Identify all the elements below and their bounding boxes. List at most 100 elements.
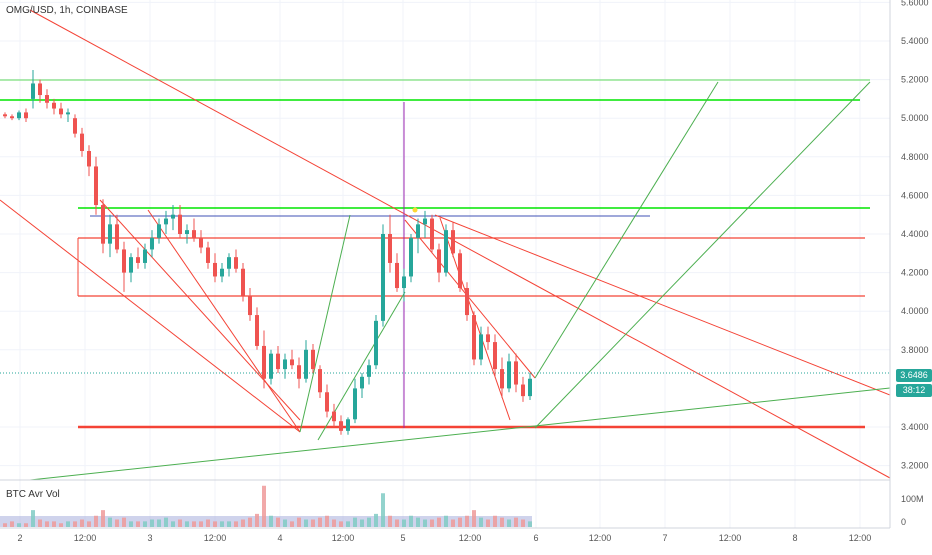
candle-body	[24, 112, 28, 119]
candle-body	[122, 249, 126, 273]
downtrend-line	[434, 214, 891, 396]
candle-body	[367, 365, 371, 377]
volume-series	[0, 485, 532, 527]
volume-tick-label: 0	[901, 517, 906, 527]
candle-body	[192, 230, 196, 238]
candle-body	[423, 218, 427, 225]
candle-body	[171, 214, 175, 219]
candle-body	[213, 262, 217, 277]
candle-body	[346, 419, 350, 431]
candle-body	[185, 230, 189, 234]
candle-body	[115, 224, 119, 250]
candle-body	[3, 114, 7, 117]
volume-bar	[444, 515, 448, 527]
candle-body	[66, 112, 70, 115]
volume-bar	[185, 521, 189, 527]
x-tick-label: 12:00	[332, 533, 355, 543]
candle-body	[10, 116, 14, 119]
volume-bar	[304, 519, 308, 527]
volume-bar	[171, 521, 175, 527]
x-tick-label: 4	[277, 533, 282, 543]
channel-line	[0, 199, 301, 433]
volume-bar	[220, 521, 224, 527]
volume-bar	[3, 523, 7, 527]
current-price-badge: 3.6486	[896, 369, 932, 382]
candle-body	[409, 237, 413, 277]
volume-bar	[430, 519, 434, 527]
candle-body	[325, 392, 329, 412]
volume-bar	[395, 519, 399, 527]
y-tick-label: 4.4000	[901, 229, 929, 239]
candle-body	[451, 230, 455, 254]
candle-body	[94, 166, 98, 206]
volume-bar	[283, 519, 287, 527]
candle-body	[206, 247, 210, 263]
candle-body	[486, 334, 490, 343]
candle-body	[437, 249, 441, 273]
y-tick-label: 3.8000	[901, 345, 929, 355]
volume-bar	[192, 521, 196, 527]
candle-body	[514, 361, 518, 385]
candle-body	[332, 411, 336, 422]
volume-bar	[66, 521, 70, 527]
volume-bar	[45, 521, 49, 527]
volume-bar	[346, 521, 350, 527]
candle-body	[479, 334, 483, 360]
candle-body	[52, 102, 56, 109]
candle-body	[80, 133, 84, 152]
projection-line	[534, 81, 871, 429]
volume-bar	[234, 521, 238, 527]
bar-countdown-badge: 38:12	[896, 384, 932, 397]
candle-body	[276, 353, 280, 370]
candle-body	[465, 288, 469, 316]
drawing-layer[interactable]	[0, 9, 891, 481]
candle-body	[360, 376, 364, 389]
y-tick-label: 3.2000	[901, 461, 929, 471]
candle-body	[395, 262, 399, 289]
volume-bar	[437, 517, 441, 527]
volume-bar	[332, 519, 336, 527]
volume-bar	[458, 517, 462, 527]
candle-body	[318, 369, 322, 393]
candle-body	[227, 257, 231, 269]
candle-body	[297, 365, 301, 379]
volume-bar	[255, 513, 259, 527]
volume-bar	[472, 510, 476, 527]
alert-marker	[412, 207, 418, 213]
candle-body	[528, 378, 532, 397]
candle-body	[178, 214, 182, 234]
volume-bar	[465, 515, 469, 527]
volume-bar	[241, 519, 245, 527]
volume-bar	[227, 521, 231, 527]
volume-bar	[115, 519, 119, 527]
volume-bar	[479, 517, 483, 527]
volume-bar	[297, 517, 301, 527]
volume-bar	[24, 523, 28, 527]
candle-body	[129, 257, 133, 273]
volume-tick-label: 100M	[901, 494, 924, 504]
candle-body	[353, 388, 357, 420]
volume-bar	[38, 519, 42, 527]
x-tick-label: 2	[17, 533, 22, 543]
candle-body	[311, 349, 315, 370]
volume-bar	[10, 521, 14, 527]
candle-body	[388, 234, 392, 263]
x-tick-label: 12:00	[849, 533, 872, 543]
volume-bar	[80, 519, 84, 527]
x-tick-label: 3	[147, 533, 152, 543]
volume-bar	[178, 519, 182, 527]
volume-bar	[367, 517, 371, 527]
candle-body	[255, 315, 259, 346]
candle-body	[444, 230, 448, 273]
volume-bar	[206, 519, 210, 527]
y-tick-label: 5.6000	[901, 0, 929, 7]
y-tick-label: 3.4000	[901, 422, 929, 432]
candle-body	[416, 224, 420, 238]
volume-bar	[94, 515, 98, 527]
volume-bar	[269, 515, 273, 527]
candle-body	[157, 224, 161, 238]
candle-body	[304, 349, 308, 379]
volume-bar	[311, 519, 315, 527]
